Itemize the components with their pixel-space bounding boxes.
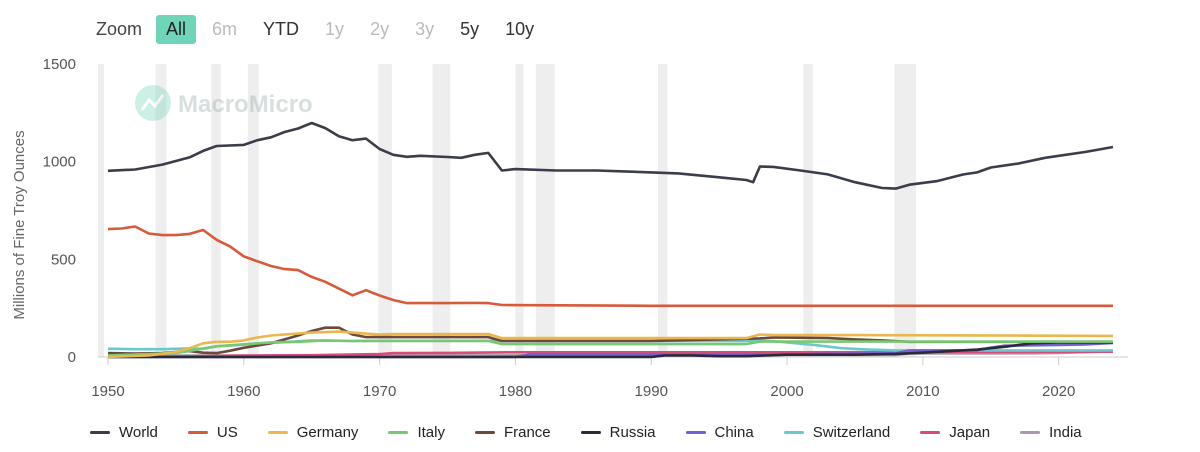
y-tick-label: 500 [51, 251, 76, 268]
legend-swatch [90, 431, 110, 434]
zoom-bar: Zoom All 6m YTD 1y 2y 3y 5y 10y [96, 12, 550, 46]
recession-band [432, 64, 451, 357]
legend-item-switzerland[interactable]: Switzerland [783, 424, 891, 441]
zoom-1y-button[interactable]: 1y [325, 18, 345, 39]
recession-band [535, 64, 555, 357]
series-line-germany[interactable] [107, 330, 1114, 359]
legend: World US Germany Italy France Russia Chi… [90, 424, 1112, 441]
zoom-5y-button[interactable]: 5y [460, 18, 480, 39]
legend-item-japan[interactable]: Japan [920, 424, 990, 441]
zoom-10y-button[interactable]: 10y [505, 18, 535, 39]
recession-band [894, 64, 917, 357]
x-tick-label: 2010 [906, 383, 939, 400]
legend-label: Russia [609, 424, 656, 441]
zoom-6m-button[interactable]: 6m [212, 18, 238, 39]
y-axis-ticks: 0 500 1000 1500 [43, 56, 76, 366]
recession-band [515, 64, 524, 357]
legend-label: India [1049, 424, 1082, 441]
legend-swatch [474, 431, 495, 434]
recession-band [803, 64, 813, 357]
series-line-world[interactable] [107, 121, 1114, 190]
legend-swatch [685, 431, 706, 434]
series-lines [107, 121, 1114, 359]
legend-item-italy[interactable]: Italy [388, 424, 445, 441]
watermark-logo-icon [135, 85, 171, 121]
zoom-3y-button[interactable]: 3y [415, 18, 435, 39]
legend-label: Italy [417, 424, 445, 441]
legend-item-germany[interactable]: Germany [267, 424, 359, 441]
watermark-logo-mark [140, 94, 165, 111]
x-tick-label: 1960 [227, 383, 260, 400]
x-tick-label: 2020 [1042, 383, 1075, 400]
series-line-france[interactable] [107, 326, 1113, 355]
zoom-label: Zoom [96, 18, 143, 39]
recession-band [211, 64, 221, 357]
y-tick-label: 1000 [43, 154, 76, 171]
y-axis-title: Millions of Fine Troy Ounces [11, 130, 28, 319]
legend-item-russia[interactable]: Russia [580, 424, 656, 441]
legend-swatch [580, 431, 601, 434]
legend-item-world[interactable]: World [90, 424, 158, 441]
watermark: MacroMicro [135, 85, 313, 121]
legend-label: Switzerland [812, 424, 891, 441]
zoom-all-button[interactable]: All [156, 14, 197, 44]
watermark-text: MacroMicro [178, 91, 313, 118]
legend-label: Japan [949, 424, 991, 441]
x-tick-label: 1970 [363, 383, 396, 400]
legend-item-india[interactable]: India [1020, 424, 1082, 441]
legend-label: China [714, 424, 754, 441]
legend-swatch [388, 431, 409, 434]
legend-label: Germany [296, 424, 359, 441]
plot-edge-band [98, 64, 104, 357]
x-tick-label: 2000 [770, 383, 803, 400]
recession-band [378, 64, 392, 357]
legend-swatch [783, 431, 804, 434]
recession-band [247, 64, 259, 357]
series-line-us[interactable] [107, 225, 1113, 308]
legend-swatch [1020, 431, 1041, 434]
zoom-2y-button[interactable]: 2y [370, 18, 390, 39]
legend-item-france[interactable]: France [474, 424, 551, 441]
y-tick-label: 0 [68, 349, 76, 366]
zoom-ytd-button[interactable]: YTD [263, 18, 300, 39]
legend-label: World [119, 424, 158, 441]
x-tick-label: 1980 [499, 383, 532, 400]
legend-label: US [216, 424, 238, 441]
legend-swatch [187, 431, 208, 434]
legend-label: France [503, 424, 551, 441]
recession-bands [98, 64, 917, 357]
y-tick-label: 1500 [43, 56, 76, 73]
legend-swatch [920, 431, 941, 434]
legend-item-china[interactable]: China [685, 424, 754, 441]
legend-swatch [267, 431, 288, 434]
legend-item-us[interactable]: US [187, 424, 238, 441]
x-tick-label: 1990 [635, 383, 668, 400]
x-axis-ticks: 1950 1960 1970 1980 1990 2000 2010 2020 [91, 383, 1075, 400]
series-line-italy[interactable] [107, 339, 1113, 357]
recession-band [658, 64, 668, 357]
recession-band [155, 64, 167, 357]
x-tick-label: 1950 [91, 383, 124, 400]
